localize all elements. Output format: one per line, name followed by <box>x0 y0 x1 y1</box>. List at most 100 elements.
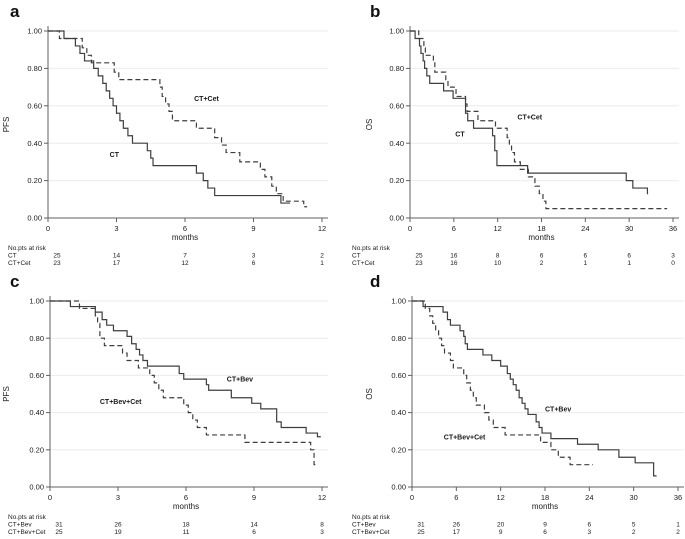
x-axis-title: months <box>173 502 199 511</box>
curve-CT+Bev <box>50 300 321 438</box>
risk-count: 6 <box>252 260 256 267</box>
y-tick-label: 0.20 <box>389 176 404 185</box>
risk-count: 19 <box>114 529 122 536</box>
y-tick-label: 0.80 <box>389 64 404 73</box>
y-tick-label: 0.20 <box>29 445 44 454</box>
curve-CT+Bev+Cet <box>412 300 594 466</box>
y-tick-label: 0.80 <box>29 334 44 343</box>
y-tick-label: 0.20 <box>391 445 406 454</box>
risk-row-label: CT+Cet <box>352 260 375 267</box>
x-tick-label: 24 <box>581 224 589 233</box>
risk-count: 6 <box>540 253 544 260</box>
series-label-CT: CT <box>110 152 120 159</box>
risk-row-label: CT+Bev+Cet <box>8 529 46 536</box>
x-tick-label: 9 <box>252 493 256 502</box>
y-axis-title: PFS <box>2 386 11 402</box>
x-tick-label: 6 <box>184 493 188 502</box>
x-tick-label: 12 <box>318 493 326 502</box>
y-axis-title: OS <box>365 119 374 131</box>
risk-count: 7 <box>183 253 187 260</box>
risk-count: 12 <box>181 260 189 267</box>
risk-count: 16 <box>450 260 458 267</box>
panel-d-letter: d <box>370 272 381 291</box>
curve-CT+Cet <box>48 30 308 208</box>
y-tick-label: 0.00 <box>391 483 406 492</box>
risk-count: 17 <box>453 529 461 536</box>
y-tick-label: 0.40 <box>391 408 406 417</box>
x-tick-label: 24 <box>585 493 593 502</box>
risk-count: 20 <box>497 522 505 529</box>
series-label-CT+Bev+Cet: CT+Bev+Cet <box>444 434 486 441</box>
x-tick-label: 12 <box>496 493 504 502</box>
risk-count: 17 <box>113 260 121 267</box>
x-tick-label: 0 <box>410 493 414 502</box>
y-tick-label: 0.60 <box>389 101 404 110</box>
risk-count: 1 <box>627 260 631 267</box>
x-axis-title: months <box>532 502 558 511</box>
risk-count: 8 <box>496 253 500 260</box>
risk-count: 14 <box>250 522 258 529</box>
risk-table-header: No.pts at risk <box>352 245 391 252</box>
risk-count: 6 <box>252 529 256 536</box>
y-tick-label: 1.00 <box>27 27 42 36</box>
y-tick-label: 1.00 <box>391 297 406 306</box>
risk-count: 3 <box>320 529 324 536</box>
x-tick-label: 0 <box>46 224 50 233</box>
panel-b: b 0.00 0.20 0.40 0.60 0.80 1.00 0 6 12 18 24 30 36 mo… <box>342 0 685 270</box>
y-tick-label: 0.60 <box>27 101 42 110</box>
plot-panel-d: 0.000.200.400.600.801.000 6 12 18 24 30 36mont… <box>352 296 684 536</box>
curve-CT+Bev+Cet <box>50 300 318 466</box>
plot-panel-c: 0.00 0.20 0.40 0.60 0.80 1.00 0 3 6 9 12 months PFS C… <box>2 296 328 536</box>
y-tick-label: 0.60 <box>29 371 44 380</box>
panel-c: c 0.00 0.20 0.40 0.60 0.80 1.00 0 3 6 9 12 months PF… <box>0 270 342 539</box>
y-tick-label: 0.40 <box>29 408 44 417</box>
risk-table-header: No.pts at risk <box>8 245 47 252</box>
y-tick-label: 0.00 <box>27 214 42 223</box>
y-tick-label: 0.40 <box>27 139 42 148</box>
series-label-CT+Cet: CT+Cet <box>517 115 542 122</box>
y-tick-label: 0.00 <box>389 214 404 223</box>
risk-count: 10 <box>494 260 502 267</box>
series-label-CT+Bev+Cet: CT+Bev+Cet <box>100 399 142 406</box>
y-axis-title: PFS <box>2 117 11 133</box>
curve-CT <box>410 30 649 195</box>
panel-a-letter: a <box>10 2 20 21</box>
risk-count: 25 <box>55 529 63 536</box>
risk-count: 11 <box>183 529 190 536</box>
risk-row-label: CT+Bev <box>8 522 32 529</box>
plot-panel-a: 0.000.200.400.600.801.000 3 6 9 12monthsPFSC… <box>2 26 328 267</box>
curve-CT+Cet <box>410 30 668 210</box>
risk-table-header: No.pts at risk <box>352 514 391 521</box>
x-tick-label: 6 <box>454 493 458 502</box>
risk-row-label: CT+Bev+Cet <box>352 529 390 536</box>
y-tick-label: 0.60 <box>391 371 406 380</box>
y-tick-label: 0.40 <box>389 139 404 148</box>
series-label-CT+Cet: CT+Cet <box>194 96 219 103</box>
y-tick-label: 1.00 <box>389 27 404 36</box>
risk-count: 9 <box>499 529 503 536</box>
y-tick-label: 1.00 <box>29 297 44 306</box>
curve-CT <box>48 30 291 204</box>
risk-count: 31 <box>55 522 63 529</box>
y-axis-title: OS <box>365 388 374 400</box>
curve-CT+Bev <box>412 300 657 477</box>
risk-count: 3 <box>588 529 592 536</box>
risk-count: 9 <box>543 522 547 529</box>
y-tick-label: 0.00 <box>29 483 44 492</box>
risk-count: 25 <box>53 253 61 260</box>
risk-count: 6 <box>588 522 592 529</box>
series-label-CT+Bev: CT+Bev <box>545 406 571 413</box>
x-axis-title: months <box>172 233 198 242</box>
risk-count: 2 <box>540 260 544 267</box>
x-tick-label: 3 <box>114 224 118 233</box>
x-tick-label: 30 <box>629 493 637 502</box>
risk-row-label: CT+Bev <box>352 522 376 529</box>
risk-count: 14 <box>113 253 121 260</box>
risk-count: 2 <box>632 529 636 536</box>
panel-c-letter: c <box>10 272 20 291</box>
x-tick-label: 9 <box>251 224 255 233</box>
y-tick-label: 0.80 <box>391 334 406 343</box>
x-tick-label: 36 <box>669 224 677 233</box>
x-axis-title: months <box>528 233 554 242</box>
